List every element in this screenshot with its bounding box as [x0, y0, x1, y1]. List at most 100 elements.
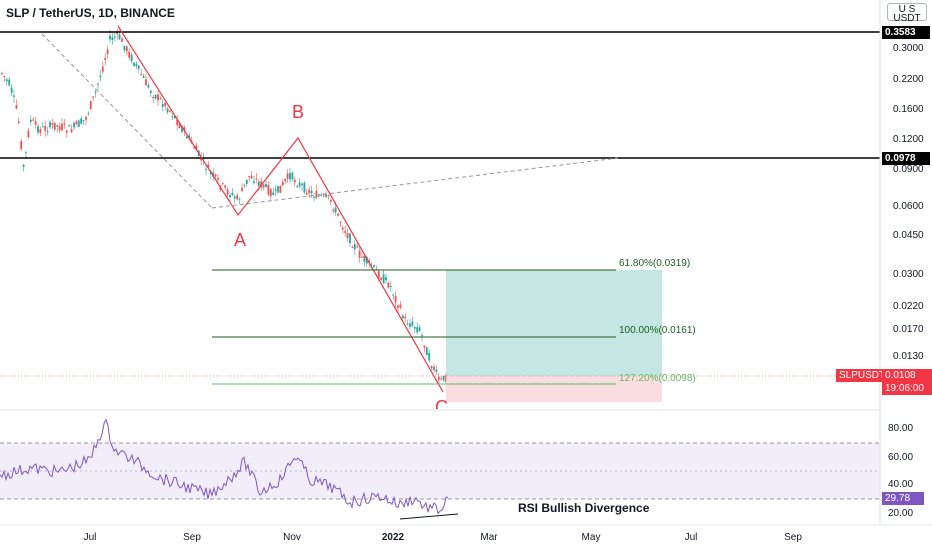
candle-body: [152, 97, 155, 99]
candle-body: [298, 182, 301, 187]
candle-body: [373, 265, 375, 267]
candle-body: [185, 136, 188, 139]
candle-body: [238, 198, 241, 200]
candle-body: [334, 207, 337, 213]
wave-abc-line[interactable]: [117, 25, 444, 393]
candle-body: [293, 179, 296, 183]
candle-body: [159, 98, 162, 100]
candle-body: [188, 135, 191, 139]
candle-body: [353, 244, 356, 250]
candle-body: [51, 123, 54, 125]
trendline-dashed-left[interactable]: [41, 33, 213, 209]
candle-body: [339, 222, 342, 224]
candle-body: [332, 209, 335, 211]
candle-body: [142, 76, 145, 78]
candle-body: [401, 315, 404, 319]
candle-body: [341, 227, 344, 230]
candle-body: [382, 274, 385, 284]
candle-body: [171, 116, 174, 118]
candle-body: [226, 189, 229, 195]
candle-body: [176, 119, 179, 126]
candle-body: [385, 277, 387, 281]
candle-body: [245, 179, 248, 184]
candle-body: [397, 305, 399, 308]
candle-body: [154, 94, 157, 99]
symbol-title[interactable]: SLP / TetherUS, 1D, BINANCE: [6, 6, 175, 20]
candle-body: [128, 51, 131, 58]
candle-body: [193, 147, 195, 149]
candle-body: [173, 116, 176, 119]
rsi-tick: 60.00: [888, 452, 914, 463]
candle-body: [101, 66, 104, 72]
candle-body: [320, 194, 323, 196]
rsi-divergence-note[interactable]: RSI Bullish Divergence: [518, 501, 650, 515]
candle-body: [409, 323, 411, 327]
fib-label-1272: 127.20%(0.0098): [619, 373, 696, 384]
candle-body: [337, 213, 339, 216]
candle-body: [118, 34, 121, 40]
candle-body: [13, 95, 15, 97]
candle-body: [10, 87, 13, 93]
candle-body: [440, 378, 443, 380]
candle-body: [267, 184, 270, 195]
candle-body: [104, 57, 107, 61]
wave-label-b[interactable]: B: [292, 102, 305, 122]
rsi-tick: 20.00: [888, 508, 914, 519]
candle-body: [392, 294, 395, 296]
candle-body: [310, 190, 313, 194]
time-tick: Sep: [784, 532, 802, 543]
candle-body: [166, 108, 169, 113]
candle-body: [289, 173, 291, 180]
candle-body: [106, 49, 109, 54]
candle-body: [77, 120, 80, 128]
wave-label-c[interactable]: C: [435, 397, 448, 409]
candle-body: [363, 256, 366, 262]
candle-body: [149, 90, 152, 94]
candle-body: [286, 173, 289, 179]
candle-body: [243, 184, 246, 186]
candle-body: [58, 126, 61, 131]
rsi-tick: 40.00: [888, 479, 914, 490]
candle-body: [317, 195, 320, 197]
candle-body: [73, 122, 75, 128]
price-tick: 0.0220: [893, 301, 924, 312]
trendline-dashed-right[interactable]: [211, 157, 619, 209]
candle-body: [8, 79, 11, 86]
fib-label-618: 61.80%(0.0319): [619, 258, 691, 269]
candle-body: [75, 121, 78, 125]
candle-body: [80, 118, 83, 124]
candle-body: [411, 321, 414, 326]
candle-body: [29, 119, 32, 122]
candle-body: [233, 196, 236, 199]
candle-body: [63, 123, 66, 125]
long-stop-zone[interactable]: [446, 376, 662, 402]
wave-label-a[interactable]: A: [234, 230, 247, 250]
candle-body: [65, 130, 68, 133]
candle-body: [207, 164, 210, 168]
candle-body: [214, 174, 217, 177]
candle-body: [380, 277, 383, 280]
candle-body: [349, 233, 351, 244]
candle-body: [181, 126, 183, 132]
candle-body: [22, 164, 25, 167]
price-tick: 0.0300: [893, 269, 924, 280]
candle-body: [135, 63, 138, 67]
level-tag-mid[interactable]: 0.0978: [882, 152, 930, 165]
long-target-zone[interactable]: [446, 270, 662, 376]
candle-body: [3, 76, 6, 78]
currency-button[interactable]: U S USDT: [887, 3, 927, 24]
candle-body: [147, 84, 150, 88]
candle-body: [260, 181, 263, 188]
candle-body: [221, 183, 224, 185]
divergence-line[interactable]: [399, 513, 459, 520]
rsi-tick: 80.00: [888, 423, 914, 434]
candle-body: [416, 327, 419, 333]
candle-body: [89, 101, 92, 110]
price-candles: [1, 28, 447, 384]
candle-body: [229, 195, 231, 198]
candle-body: [281, 181, 284, 186]
price-tick: 0.1200: [893, 134, 924, 145]
candle-body: [265, 183, 267, 187]
level-tag-top[interactable]: 0.3583: [882, 26, 930, 39]
